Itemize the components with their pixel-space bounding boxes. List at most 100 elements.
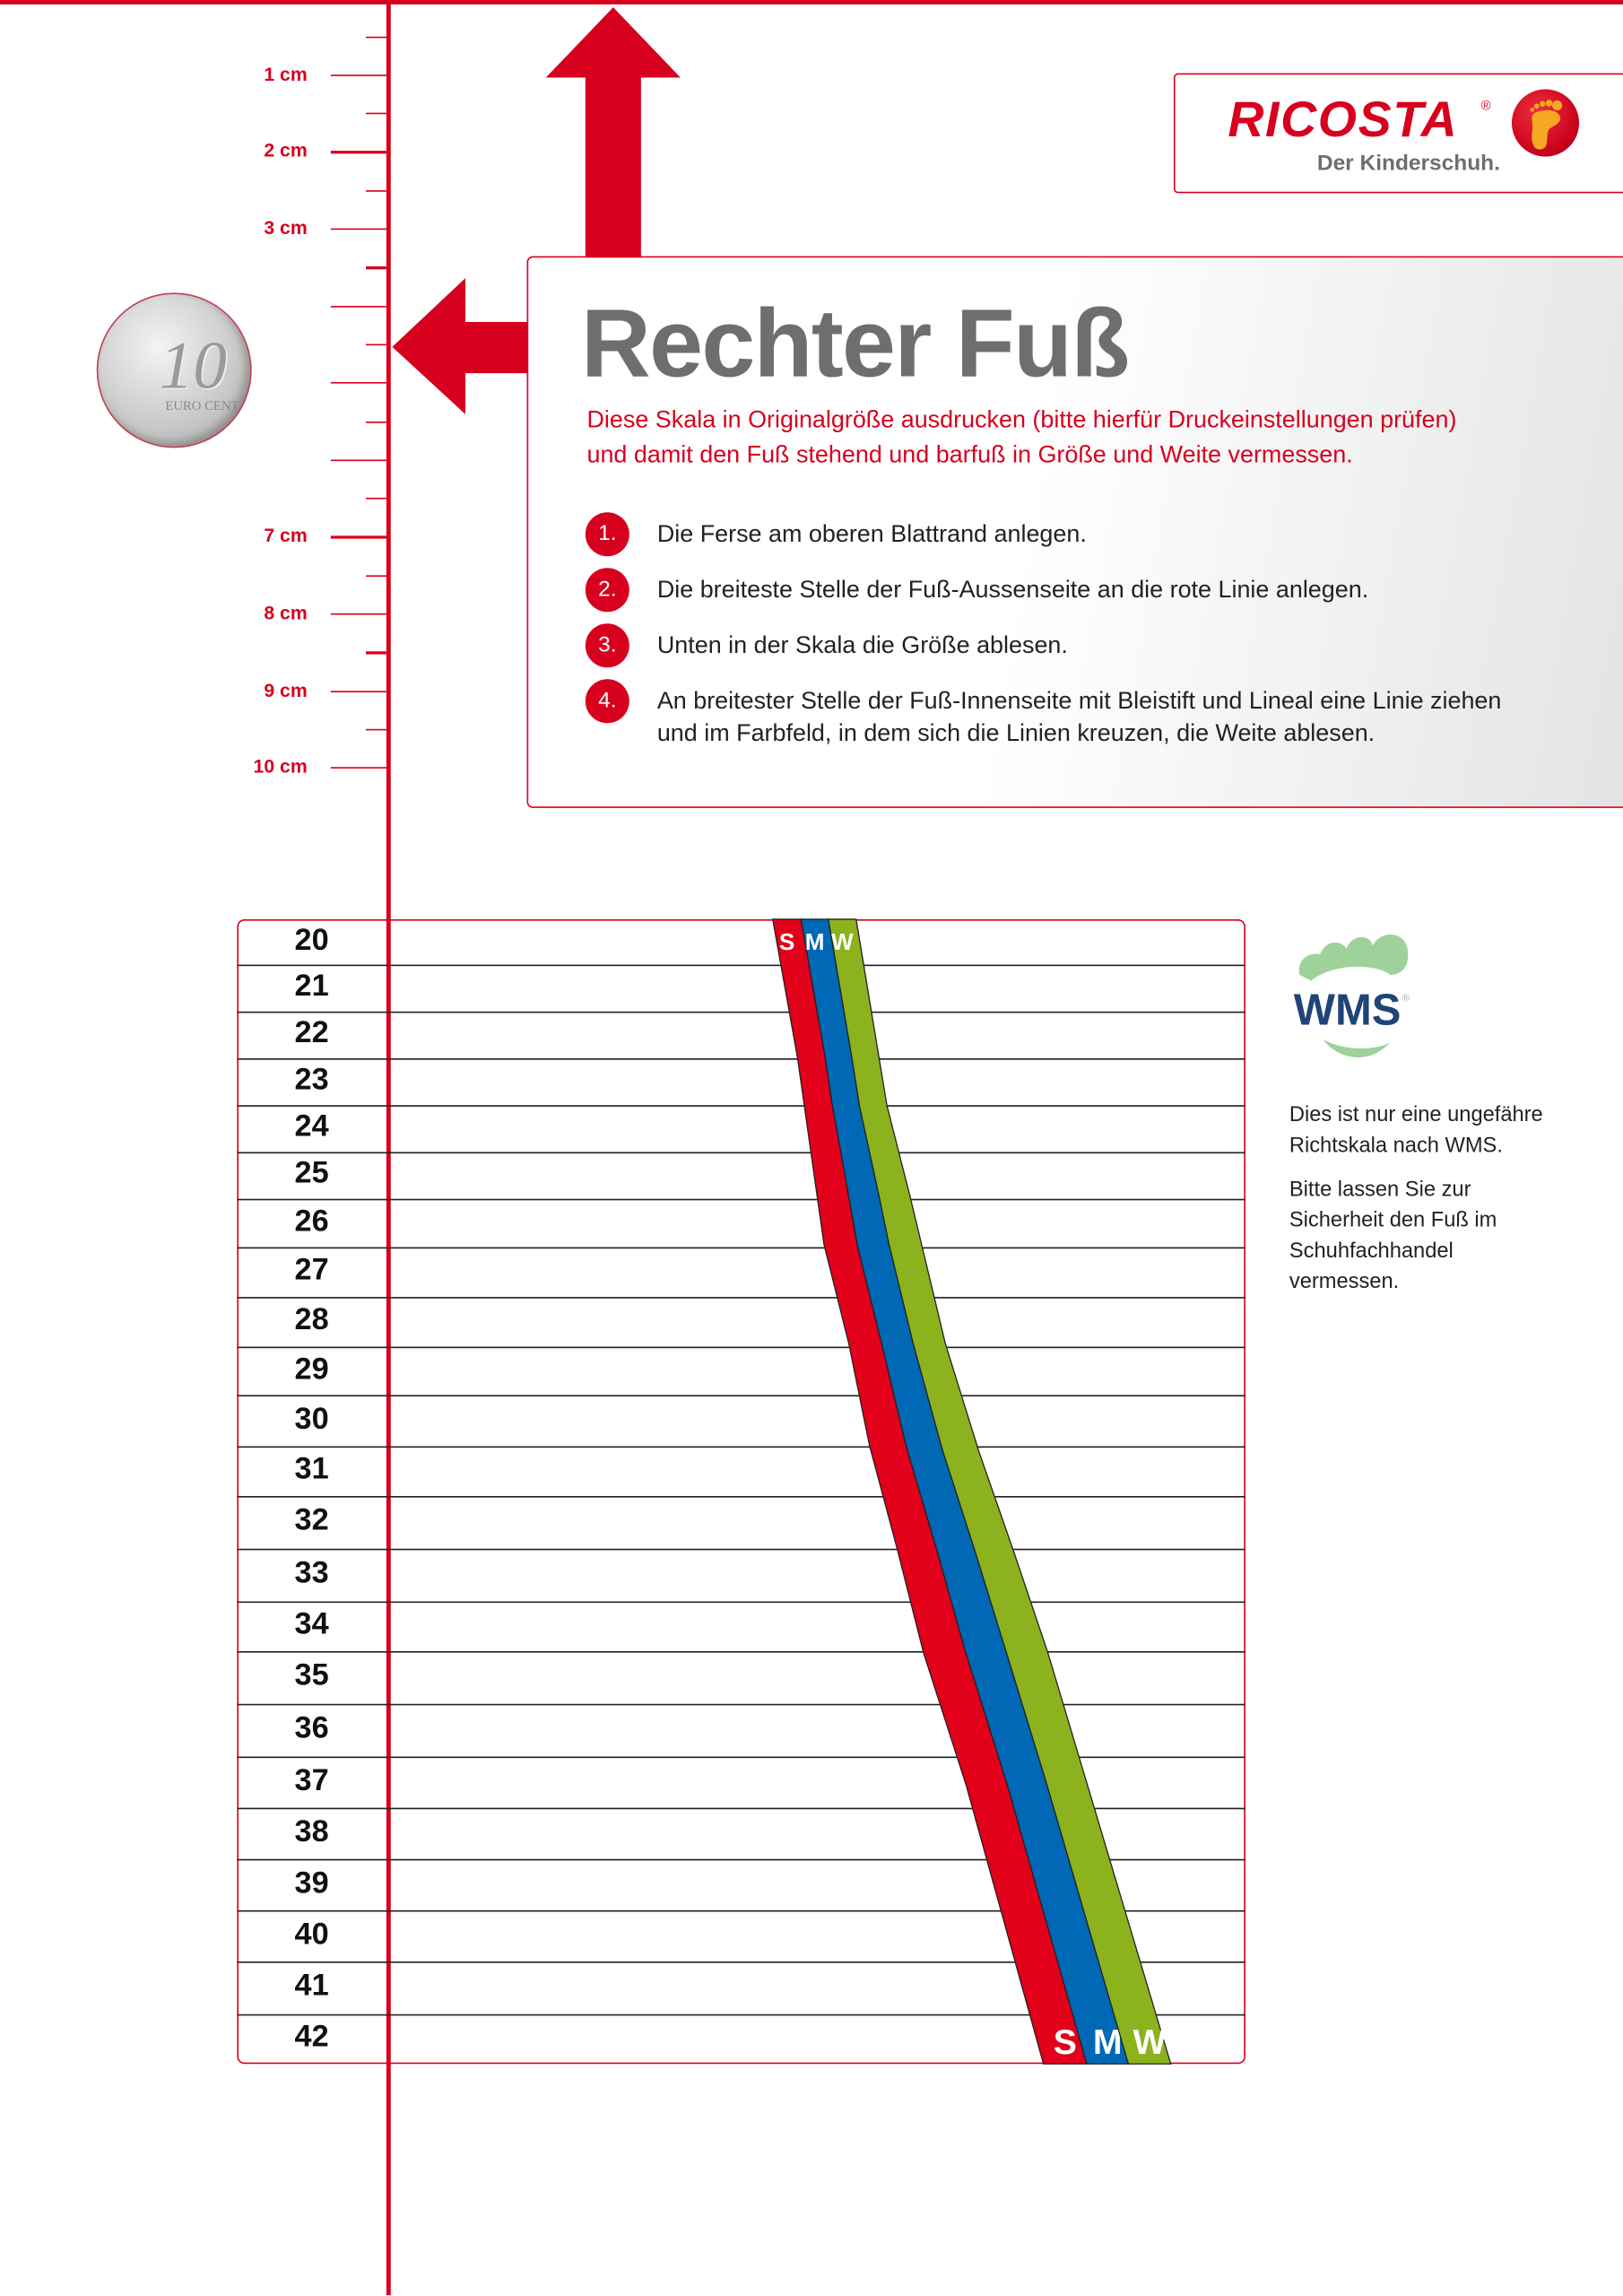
ruler-major-tick <box>330 228 386 230</box>
row-divider <box>237 1297 1245 1299</box>
wms-note: Dies ist nur eine ungefähre Richtskala n… <box>1289 1100 1553 1311</box>
row-divider <box>237 1909 1245 1912</box>
ruler-minor-tick <box>366 112 386 115</box>
row-divider <box>237 964 1245 967</box>
wms-registered: ® <box>1402 993 1410 1004</box>
row-divider <box>237 1011 1245 1013</box>
footprint-heel-icon <box>1323 1039 1391 1057</box>
size-width-scale <box>237 918 1245 2065</box>
ruler-major-tick <box>330 151 386 153</box>
size-label: 28 <box>294 1302 329 1337</box>
row-divider <box>237 1858 1245 1861</box>
size-label: 41 <box>294 1969 329 2003</box>
size-label: 35 <box>294 1658 329 1692</box>
top-edge-line <box>0 0 1623 4</box>
ruler-minor-tick <box>366 35 386 39</box>
ruler-minor-tick <box>366 498 386 500</box>
registered-mark: ® <box>1480 98 1491 113</box>
ruler-label: 10 cm <box>253 755 308 778</box>
row-divider <box>237 1703 1245 1706</box>
red-reference-line <box>386 0 391 2296</box>
brand-name: RICOSTA <box>1228 91 1459 148</box>
arrow-up-icon <box>545 7 681 258</box>
row-divider <box>237 1058 1245 1060</box>
width-label-top: S <box>779 928 794 955</box>
ruler-major-tick <box>330 613 386 615</box>
ruler-minor-tick <box>366 728 386 731</box>
row-divider <box>237 1198 1245 1201</box>
size-label: 23 <box>294 1062 329 1097</box>
instructions-panel: Rechter Fuß Diese Skala in Originalgröße… <box>526 256 1623 808</box>
step-text: An breitester Stelle der Fuß-Innenseite … <box>656 688 1502 747</box>
ruler-label: 3 cm <box>264 216 308 239</box>
ruler-major-tick <box>330 535 386 539</box>
footprint-toes-icon <box>1298 934 1409 981</box>
step-text: Die breiteste Stelle der Fuß-Aussenseite… <box>656 577 1369 604</box>
row-divider <box>237 1496 1245 1498</box>
step-text: Unten in der Skala die Größe ablesen. <box>656 632 1068 659</box>
step-number-badge: 3. <box>585 623 629 668</box>
ruler-minor-tick <box>366 266 386 269</box>
size-label: 24 <box>294 1109 329 1144</box>
ruler-major-tick <box>330 382 386 385</box>
size-label: 40 <box>294 1917 329 1951</box>
size-label: 38 <box>294 1813 329 1848</box>
footprint-icon <box>1511 89 1580 157</box>
size-label: 30 <box>294 1401 329 1436</box>
ruler-major-tick <box>330 459 386 462</box>
row-divider <box>237 1601 1245 1604</box>
ruler-major-tick <box>330 767 386 770</box>
row-divider <box>237 1346 1245 1349</box>
ruler-minor-tick <box>366 189 386 192</box>
arrows <box>392 7 681 414</box>
step-number-badge: 2. <box>585 568 629 613</box>
brand-tagline: Der Kinderschuh. <box>1316 151 1500 176</box>
step-number-badge: 4. <box>585 679 629 724</box>
size-label: 22 <box>294 1015 329 1050</box>
ruler-label: 2 cm <box>264 139 308 162</box>
width-band-w <box>828 918 1172 2065</box>
width-label-bottom: M <box>1093 2023 1123 2062</box>
width-label-top: M <box>805 928 825 955</box>
size-label: 33 <box>294 1555 329 1590</box>
size-label: 39 <box>294 1866 329 1900</box>
size-label: 36 <box>294 1710 329 1745</box>
row-divider <box>237 1152 1245 1154</box>
size-label: 26 <box>294 1204 329 1238</box>
width-label-bottom: S <box>1054 2023 1077 2062</box>
step-text: Die Ferse am oberen Blattrand anlegen. <box>656 521 1087 548</box>
ruler-major-tick <box>330 305 386 308</box>
size-label: 31 <box>294 1452 329 1486</box>
wms-note-paragraph-2: Bitte lassen Sie zur Sicherheit den Fuß … <box>1289 1178 1497 1293</box>
width-label-top: W <box>831 928 854 955</box>
row-divider <box>237 1756 1245 1759</box>
ruler-label: 8 cm <box>264 601 308 624</box>
row-divider <box>237 2013 1245 2016</box>
arrow-left-icon <box>392 278 529 414</box>
ruler-major-tick <box>330 690 386 692</box>
ruler-label: 9 cm <box>264 678 308 701</box>
size-label: 37 <box>294 1762 329 1797</box>
row-divider <box>237 1395 1245 1397</box>
coin-text: EURO CENT <box>165 397 239 413</box>
ruler-label: 1 cm <box>264 62 308 85</box>
ricosta-logo: RICOSTA ® Der Kinderschuh. <box>1173 73 1623 194</box>
row-divider <box>237 1105 1245 1108</box>
page-title: Rechter Fuß <box>580 288 1130 397</box>
coin-size-reference: 10 EURO CENT <box>96 292 252 448</box>
row-divider <box>237 1548 1245 1551</box>
coin-value: 10 <box>159 327 227 403</box>
step-number-badge: 1. <box>585 512 629 557</box>
size-label: 29 <box>294 1352 329 1386</box>
ruler-minor-tick <box>366 574 386 578</box>
row-divider <box>237 1807 1245 1810</box>
wms-note-paragraph-1: Dies ist nur eine ungefähre Richtskala n… <box>1289 1103 1543 1158</box>
size-label: 20 <box>294 923 329 957</box>
ruler-minor-tick <box>366 344 386 346</box>
size-label: 34 <box>294 1607 329 1641</box>
subtitle-line-2: und damit den Fuß stehend und barfuß in … <box>586 441 1353 469</box>
row-divider <box>237 1446 1245 1448</box>
subtitle-line-1: Diese Skala in Originalgröße ausdrucken … <box>586 406 1457 434</box>
row-divider <box>237 1961 1245 1963</box>
